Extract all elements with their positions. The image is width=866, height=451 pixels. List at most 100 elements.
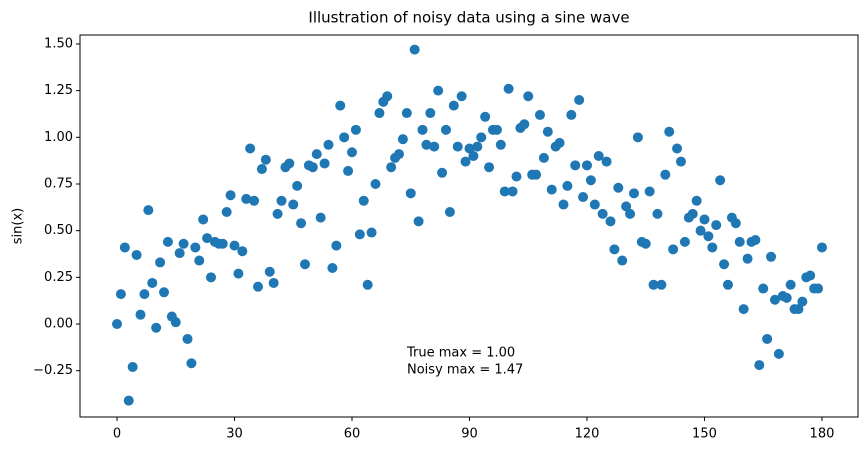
scatter-point xyxy=(730,218,741,229)
scatter-point xyxy=(429,141,440,152)
scatter-point xyxy=(139,289,150,300)
y-tick-label: 1.00 xyxy=(44,130,73,145)
scatter-point xyxy=(237,246,248,257)
x-tick-label: 150 xyxy=(692,427,717,442)
scatter-point xyxy=(170,317,181,328)
scatter-point xyxy=(773,348,784,359)
scatter-point xyxy=(174,248,185,259)
scatter-point xyxy=(738,304,749,315)
scatter-point xyxy=(123,395,134,406)
scatter-point xyxy=(401,108,412,119)
scatter-point xyxy=(405,188,416,199)
scatter-point xyxy=(695,225,706,236)
scatter-point xyxy=(268,277,279,288)
scatter-point xyxy=(538,152,549,163)
scatter-point xyxy=(112,319,123,330)
scatter-point xyxy=(750,235,761,246)
scatter-point xyxy=(143,205,154,216)
scatter-point xyxy=(350,124,361,135)
scatter-point xyxy=(562,180,573,191)
scatter-point xyxy=(605,216,616,227)
y-axis-label: sin(x) xyxy=(11,208,26,244)
scatter-point xyxy=(245,143,256,154)
scatter-point xyxy=(131,249,142,260)
scatter-point xyxy=(206,272,217,283)
scatter-point xyxy=(162,236,173,247)
scatter-point xyxy=(679,236,690,247)
y-tick-label: 0.75 xyxy=(44,176,73,191)
y-tick-label: 0.50 xyxy=(44,223,73,238)
scatter-point xyxy=(813,283,824,294)
scatter-point xyxy=(742,253,753,264)
scatter-point xyxy=(362,279,373,290)
scatter-point xyxy=(644,186,655,197)
scatter-point xyxy=(617,255,628,266)
scatter-point xyxy=(711,220,722,231)
scatter-point xyxy=(190,242,201,253)
scatter-point xyxy=(570,160,581,171)
scatter-point xyxy=(781,292,792,303)
chart-title: Illustration of noisy data using a sine … xyxy=(308,9,629,27)
scatter-point xyxy=(762,333,773,344)
scatter-point xyxy=(578,192,589,203)
scatter-point xyxy=(566,109,577,120)
scatter-point xyxy=(198,214,209,225)
scatter-point xyxy=(327,263,338,274)
scatter-point xyxy=(601,156,612,167)
scatter-point xyxy=(722,279,733,290)
y-tick-label: 1.25 xyxy=(44,83,73,98)
x-tick-label: 30 xyxy=(226,427,243,442)
scatter-point xyxy=(519,119,530,130)
scatter-point xyxy=(766,251,777,262)
scatter-point xyxy=(135,309,146,320)
scatter-point xyxy=(664,126,675,137)
scatter-point xyxy=(343,165,354,176)
scatter-point xyxy=(374,108,385,119)
scatter-point xyxy=(264,266,275,277)
scatter-point xyxy=(707,242,718,253)
scatter-point xyxy=(284,158,295,169)
scatter-point xyxy=(503,83,514,94)
scatter-point xyxy=(119,242,130,253)
scatter-point xyxy=(397,134,408,145)
scatter-point xyxy=(699,214,710,225)
scatter-point xyxy=(296,218,307,229)
scatter-point xyxy=(346,147,357,158)
scatter-point xyxy=(151,322,162,333)
y-tick-label: 0.25 xyxy=(44,270,73,285)
scatter-point xyxy=(249,195,260,206)
scatter-point xyxy=(715,175,726,186)
scatter-point xyxy=(558,199,569,210)
scatter-point xyxy=(480,111,491,122)
scatter-point xyxy=(437,167,448,178)
scatter-point xyxy=(491,124,502,135)
scatter-point xyxy=(413,216,424,227)
scatter-point xyxy=(632,132,643,143)
x-tick-label: 60 xyxy=(344,427,361,442)
scatter-point xyxy=(597,208,608,219)
scatter-point xyxy=(276,195,287,206)
scatter-point xyxy=(186,358,197,369)
scatter-point xyxy=(648,279,659,290)
scatter-point xyxy=(433,85,444,96)
y-tick-label: −0.25 xyxy=(33,363,73,378)
scatter-point xyxy=(323,139,334,150)
scatter-point xyxy=(531,169,542,180)
x-tick-label: 180 xyxy=(810,427,835,442)
scatter-point xyxy=(393,149,404,160)
scatter-point xyxy=(495,139,506,150)
scatter-point xyxy=(194,255,205,266)
scatter-point xyxy=(256,164,267,175)
scatter-point xyxy=(260,154,271,165)
scatter-point xyxy=(366,227,377,238)
scatter-point xyxy=(221,206,232,217)
scatter-point xyxy=(127,361,138,372)
scatter-point xyxy=(581,160,592,171)
scatter-point xyxy=(628,188,639,199)
scatter-point xyxy=(793,304,804,315)
scatter-point xyxy=(440,124,451,135)
scatter-point xyxy=(687,208,698,219)
scatter-point xyxy=(382,91,393,102)
x-tick-label: 0 xyxy=(113,427,121,442)
scatter-point xyxy=(668,244,679,255)
